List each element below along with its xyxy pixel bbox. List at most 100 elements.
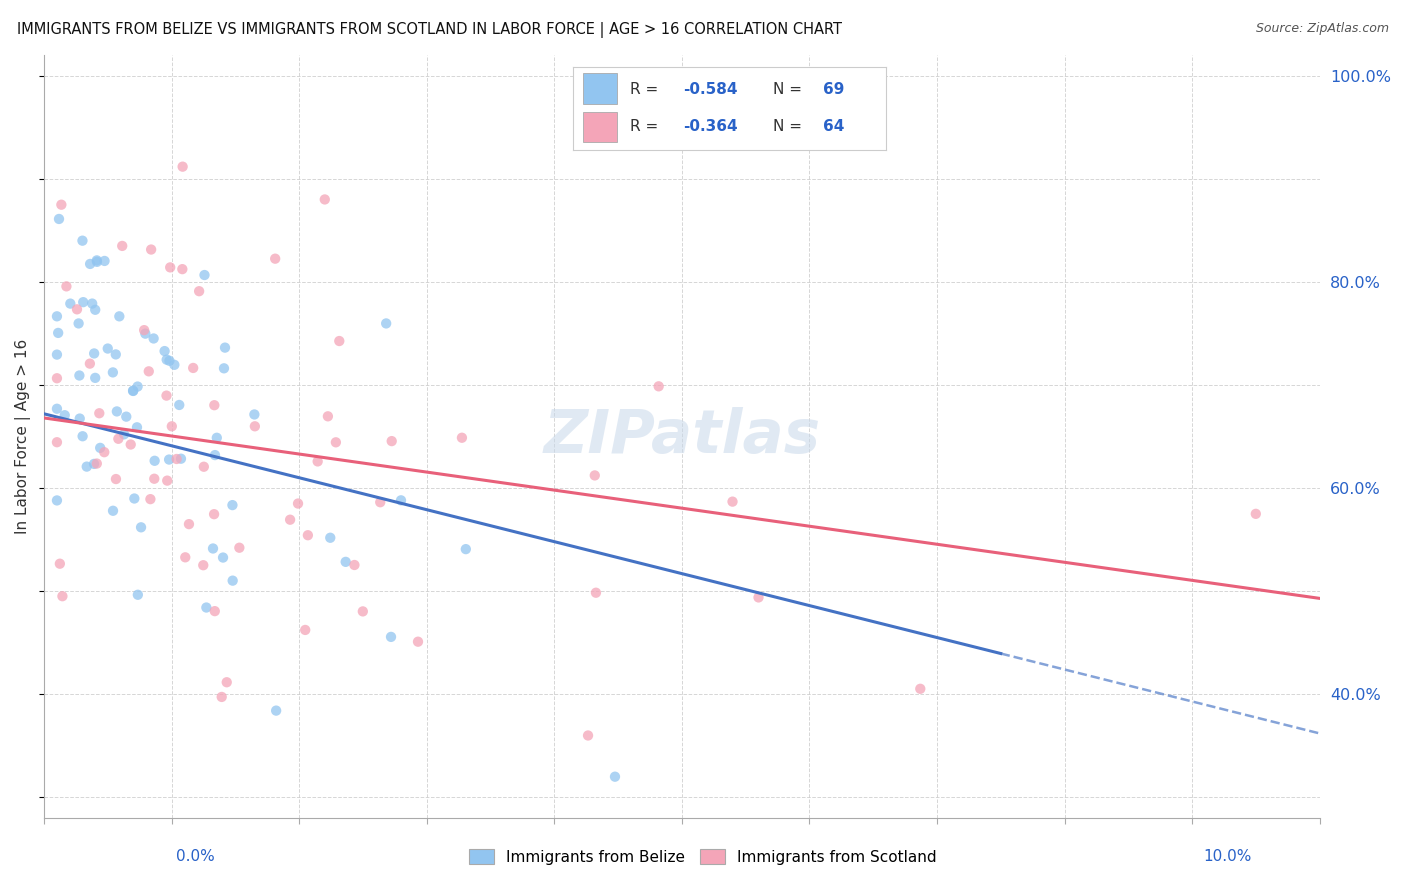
Point [214,341,236,355]
Point [583,468,606,483]
Point [212,361,235,376]
Point [108,310,131,324]
Point [139,243,162,257]
Point [335,555,357,569]
Point [127,379,149,393]
Point [172,160,194,174]
Point [228,541,250,555]
Point [51,197,73,211]
Point [389,493,412,508]
Point [314,193,336,207]
Point [79,357,101,371]
Point [603,770,626,784]
Point [72,234,94,248]
Point [129,520,152,534]
Point [115,409,138,424]
Point [181,361,204,376]
Point [122,384,145,398]
Point [107,432,129,446]
Point [142,331,165,345]
Point [72,429,94,443]
Point [82,296,104,310]
Point [454,542,477,557]
Point [159,353,181,368]
Point [174,550,197,565]
Point [53,408,76,422]
Point [243,419,266,434]
Point [221,574,243,588]
Point [138,364,160,378]
Point [406,634,429,648]
Point [83,346,105,360]
Point [212,550,235,565]
Point [105,404,128,418]
Point [307,454,329,468]
Point [160,419,183,434]
Point [264,704,287,718]
Point [125,420,148,434]
Point [204,448,226,462]
Point [46,401,69,416]
Point [46,493,69,508]
Point [139,492,162,507]
Point [66,302,89,317]
Point [120,437,142,451]
Point [202,398,225,412]
Point [76,459,98,474]
Point [124,491,146,506]
Point [46,326,69,340]
Point [101,365,124,379]
Point [111,239,134,253]
Legend: Immigrants from Belize, Immigrants from Scotland: Immigrants from Belize, Immigrants from … [463,843,943,871]
Point [172,262,194,277]
Text: IMMIGRANTS FROM BELIZE VS IMMIGRANTS FROM SCOTLAND IN LABOR FORCE | AGE > 16 COR: IMMIGRANTS FROM BELIZE VS IMMIGRANTS FRO… [17,22,842,38]
Point [84,371,107,385]
Point [155,389,177,403]
Point [202,507,225,521]
Point [156,474,179,488]
Point [84,302,107,317]
Text: Source: ZipAtlas.com: Source: ZipAtlas.com [1256,22,1389,36]
Point [205,431,228,445]
Point [221,498,243,512]
Point [325,435,347,450]
Point [46,348,69,362]
Point [89,441,111,455]
Point [86,253,108,268]
Point [381,434,404,449]
Point [166,452,188,467]
Point [585,585,607,599]
Point [368,495,391,509]
Point [910,681,932,696]
Point [195,600,218,615]
Point [122,384,145,398]
Point [93,254,115,268]
Point [747,591,769,605]
Point [86,255,108,269]
Point [576,729,599,743]
Point [134,326,156,341]
Point [177,517,200,532]
Point [72,295,94,310]
Point [211,690,233,704]
Point [294,623,316,637]
Point [83,457,105,471]
Point [69,411,91,425]
Point [143,454,166,468]
Point [1244,507,1267,521]
Point [243,408,266,422]
Point [193,268,215,282]
Point [188,284,211,298]
Point [287,497,309,511]
Point [647,379,669,393]
Point [167,398,190,412]
Point [97,342,120,356]
Point [79,257,101,271]
Point [157,452,180,467]
Point [49,557,72,571]
Point [127,588,149,602]
Text: 10.0%: 10.0% [1204,849,1251,863]
Point [193,558,215,573]
Point [352,604,374,618]
Point [101,504,124,518]
